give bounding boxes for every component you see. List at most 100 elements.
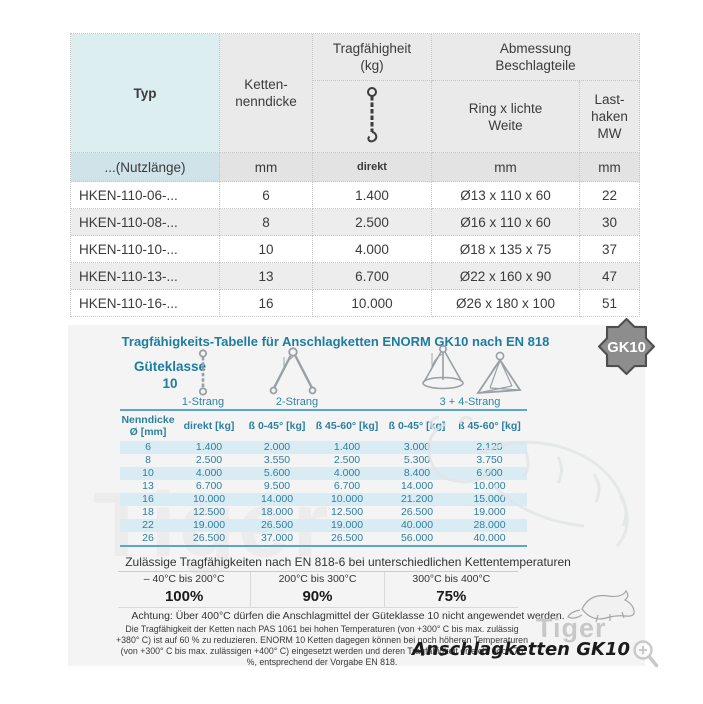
temp-range: – 40°C bis 200°C [118, 572, 252, 587]
lt-cell: 10.000 [312, 493, 382, 506]
row-type: HKEN-110-13-... [71, 263, 220, 290]
units-direkt: direkt [313, 153, 432, 182]
one-strand-sling-icon [198, 349, 208, 396]
lt-cell: 13 [142, 480, 154, 492]
lt-cell: 26.500 [242, 519, 312, 532]
lt-header: Nenndicke Ø [mm] [121, 414, 175, 438]
lt-cell: 2.000 [242, 441, 312, 454]
lt-cell: 19.000 [312, 519, 382, 532]
lt-cell: 6 [120, 441, 176, 454]
row-cell: 30 [580, 209, 640, 236]
gk10-badge-icon: GK10 [598, 318, 655, 375]
col-header-abmessung: Abmessung Beschlagteile [432, 34, 640, 81]
lt-header: ß 45-60° [kg] [315, 420, 379, 432]
row-cell: 6 [220, 182, 313, 209]
row-cell: Ø13 x 110 x 60 [432, 182, 580, 209]
lt-cell: 8.400 [382, 467, 452, 480]
tiger-logo-text: Tiger [536, 613, 607, 643]
lt-cell: 56.000 [400, 532, 434, 544]
three-four-strand-sling-icon [422, 344, 522, 395]
col-header-typ: Typ [71, 34, 220, 153]
lt-cell: 40.000 [473, 532, 506, 544]
lt-cell: 14.000 [242, 493, 312, 506]
row-type: HKEN-110-16-... [71, 290, 220, 317]
lt-cell: 19.000 [473, 506, 506, 518]
lt-cell: 15.000 [452, 493, 527, 506]
lt-cell: 21.200 [382, 493, 452, 506]
lt-cell: 9.500 [263, 480, 291, 492]
gk10-badge-label: GK10 [607, 340, 646, 356]
lt-header: ß 0-45° [kg] [248, 420, 306, 432]
temp-value: 100% [118, 587, 252, 607]
lt-cell: 6.700 [333, 480, 361, 492]
col-header-kettennenndicke: Ketten- nenndicke [220, 34, 313, 153]
row-cell: 51 [580, 290, 640, 317]
temp-range: 300°C bis 400°C [412, 573, 491, 585]
row-cell: 4.000 [313, 236, 432, 263]
col-header-tragfaehigkeit: Tragfähigheit (kg) [313, 34, 432, 81]
lt-cell: 26 [142, 532, 154, 544]
row-cell: 47 [580, 263, 640, 290]
lt-cell: 18 [142, 506, 154, 518]
temperature-warning: Achtung: Über 400°C dürfen die Anschlagm… [131, 610, 565, 622]
row-cell: 10.000 [313, 290, 432, 317]
lt-cell: 16 [120, 493, 176, 506]
lt-cell: 3.750 [476, 454, 503, 466]
lt-cell: 12.500 [330, 506, 364, 518]
zoom-magnifier-icon[interactable] [632, 639, 659, 668]
row-cell: Ø18 x 135 x 75 [432, 236, 580, 263]
row-cell: 16 [220, 290, 313, 317]
capacity-panel: Tiger Tragfähigkeits-Tabelle für Anschla… [68, 318, 659, 668]
capacity-table: Nenndicke Ø [mm] direkt [kg] ß 0-45° [kg… [120, 409, 527, 547]
lt-header: ß 0-45° [kg] [388, 420, 446, 432]
lt-cell: 8 [145, 454, 151, 466]
lt-cell: 12.500 [192, 506, 226, 518]
row-type: HKEN-110-10-... [71, 236, 220, 263]
lt-cell: 6.000 [452, 467, 527, 480]
row-cell: 1.400 [313, 182, 432, 209]
chain-sling-icon [313, 81, 432, 153]
row-cell: 22 [580, 182, 640, 209]
lt-cell: 10.000 [176, 493, 242, 506]
lt-cell: 6.700 [195, 480, 223, 492]
row-cell: 8 [220, 209, 313, 236]
lt-cell: 4.000 [176, 467, 242, 480]
lt-cell: 40.000 [382, 519, 452, 532]
row-cell: Ø22 x 160 x 90 [432, 263, 580, 290]
gueteklasse-value: 10 [162, 376, 178, 391]
lt-cell: 26.500 [330, 532, 364, 544]
row-type: HKEN-110-08-... [71, 209, 220, 236]
units-nutzlaenge: ...(Nutzlänge) [71, 153, 220, 182]
lt-cell: 10 [120, 467, 176, 480]
lt-cell: 26.500 [192, 532, 226, 544]
lt-cell: 14.000 [400, 480, 434, 492]
units-mm-1: mm [220, 153, 313, 182]
units-mm-3: mm [580, 153, 640, 182]
tiger-logo-icon: Tiger [536, 589, 635, 643]
lt-cell: 3.000 [382, 441, 452, 454]
lt-cell: 2.120 [452, 441, 527, 454]
strand-label-2: 2-Strang [275, 396, 319, 408]
temperature-table: – 40°C bis 200°C 200°C bis 300°C 300°C b… [118, 571, 518, 608]
lt-header: direkt [kg] [183, 420, 235, 432]
lt-cell: 4.000 [312, 467, 382, 480]
row-type: HKEN-110-06-... [71, 182, 220, 209]
row-cell: 13 [220, 263, 313, 290]
temp-range: 200°C bis 300°C [251, 572, 385, 587]
row-cell: 37 [580, 236, 640, 263]
col-header-ring: Ring x lichte Weite [432, 81, 580, 153]
row-cell: 2.500 [313, 209, 432, 236]
lt-cell: 1.400 [176, 441, 242, 454]
lt-cell: 2.500 [195, 454, 223, 466]
gueteklasse-label: Güteklasse [133, 359, 207, 374]
lt-cell: 26.500 [400, 506, 434, 518]
temp-value: 90% [251, 587, 385, 607]
col-header-lasthaken: Last- haken MW [580, 81, 640, 153]
row-cell: Ø26 x 180 x 100 [432, 290, 580, 317]
gueteklasse-block: Güteklasse 10 [120, 358, 220, 392]
units-mm-2: mm [432, 153, 580, 182]
lt-cell: 5.600 [242, 467, 312, 480]
lt-cell: 19.000 [176, 519, 242, 532]
lt-cell: 3.550 [263, 454, 291, 466]
